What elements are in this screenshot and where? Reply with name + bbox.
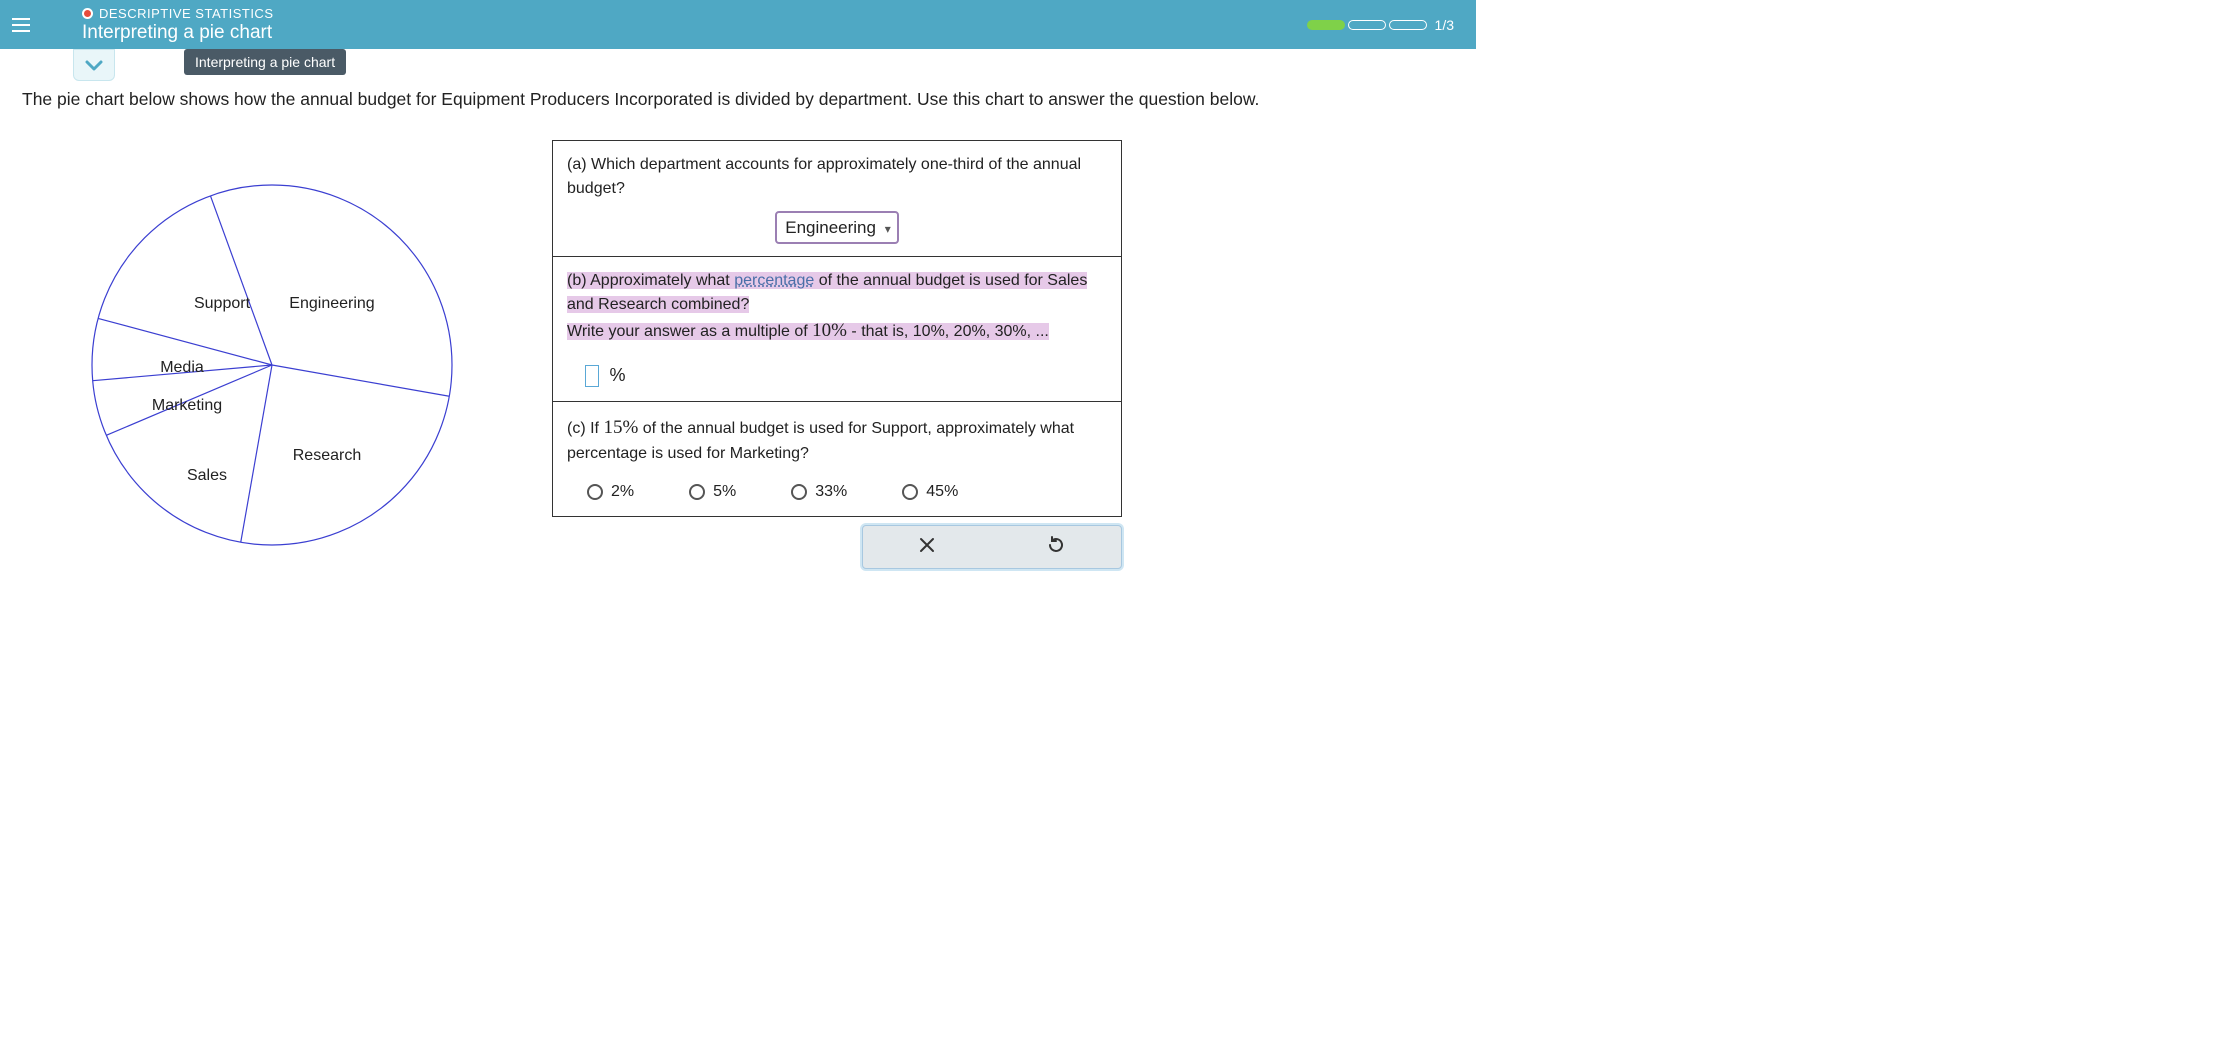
question-b-text: (b) Approximately what percentage of the… [567, 272, 1087, 313]
expand-button[interactable] [73, 49, 115, 81]
question-c: (c) If 15% of the annual budget is used … [553, 402, 1121, 517]
questions-column: (a) Which department accounts for approx… [552, 140, 1122, 600]
content: The pie chart below shows how the annual… [0, 49, 1476, 600]
radio-icon [791, 484, 807, 500]
percentage-link[interactable]: percentage [734, 272, 814, 289]
radio-option[interactable]: 5% [689, 480, 736, 504]
main-row: Engineering Research Sales Marketing Media Su… [22, 140, 1454, 600]
pie-chart: Engineering Research Sales Marketing Media Su… [22, 140, 522, 600]
question-a-text: (a) Which department accounts for approx… [567, 153, 1107, 201]
progress-pill [1307, 20, 1345, 30]
close-button[interactable] [918, 536, 936, 559]
topic-title: Interpreting a pie chart [82, 22, 1307, 44]
svg-text:Engineering: Engineering [289, 295, 374, 312]
tooltip: Interpreting a pie chart [184, 49, 346, 75]
question-a-select[interactable]: Engineering ▾ [775, 211, 899, 245]
question-a-selected: Engineering [785, 218, 876, 237]
question-prompt: The pie chart below shows how the annual… [22, 87, 1454, 112]
action-bar [862, 525, 1122, 569]
app-header: DESCRIPTIVE STATISTICS Interpreting a pi… [0, 0, 1476, 49]
question-b-input[interactable] [585, 365, 599, 387]
section-label-text: DESCRIPTIVE STATISTICS [99, 6, 273, 21]
status-dot-icon [82, 8, 93, 19]
progress-pills [1307, 20, 1427, 30]
radio-icon [689, 484, 705, 500]
question-b-unit: % [609, 365, 625, 385]
radio-label: 5% [713, 480, 736, 504]
menu-icon[interactable] [12, 10, 42, 40]
radio-icon [902, 484, 918, 500]
radio-icon [587, 484, 603, 500]
question-b-instruction: Write your answer as a multiple of 10% -… [567, 323, 1049, 340]
reset-icon [1046, 535, 1066, 555]
radio-option[interactable]: 33% [791, 480, 847, 504]
pie-chart-area: Engineering Research Sales Marketing Media Su… [22, 140, 522, 600]
radio-label: 2% [611, 480, 634, 504]
svg-text:Media: Media [160, 359, 204, 376]
section-label: DESCRIPTIVE STATISTICS [82, 6, 1307, 21]
chevron-down-icon: ▾ [885, 222, 891, 236]
svg-text:Sales: Sales [187, 467, 227, 484]
chevron-down-icon [85, 59, 103, 71]
svg-text:Research: Research [293, 447, 361, 464]
progress-text: 1/3 [1435, 17, 1454, 33]
radio-label: 33% [815, 480, 847, 504]
radio-option[interactable]: 2% [587, 480, 634, 504]
radio-label: 45% [926, 480, 958, 504]
question-a: (a) Which department accounts for approx… [553, 141, 1121, 258]
question-b: (b) Approximately what percentage of the… [553, 257, 1121, 402]
radio-option[interactable]: 45% [902, 480, 958, 504]
progress-pill [1348, 20, 1386, 30]
progress-area: 1/3 [1307, 17, 1454, 33]
header-titles: DESCRIPTIVE STATISTICS Interpreting a pi… [82, 6, 1307, 44]
reset-button[interactable] [1046, 535, 1066, 560]
svg-text:Support: Support [194, 295, 251, 312]
progress-pill [1389, 20, 1427, 30]
questions-box: (a) Which department accounts for approx… [552, 140, 1122, 518]
question-c-options: 2% 5% 33% 45% [567, 480, 1107, 504]
svg-text:Marketing: Marketing [152, 397, 222, 414]
close-icon [918, 536, 936, 554]
